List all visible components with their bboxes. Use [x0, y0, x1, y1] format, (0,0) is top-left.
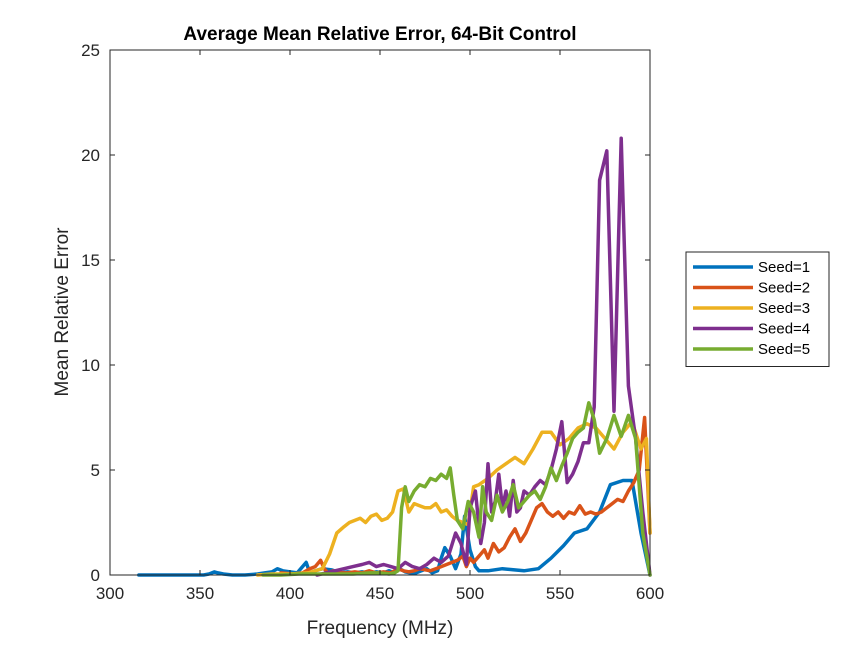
axes-layer: 300 350 400 450 500 550 600 0 5 10 15 20 25	[81, 41, 664, 603]
x-tick-label: 450	[366, 584, 394, 603]
legend-label-seed-3: Seed=3	[758, 300, 810, 317]
x-tick-label: 400	[276, 584, 304, 603]
legend-label-seed-2: Seed=2	[758, 280, 810, 297]
y-tick-label: 15	[81, 251, 100, 270]
y-tick-label: 5	[91, 461, 100, 480]
series-line-seed-5	[261, 401, 652, 577]
x-tick-label: 550	[546, 584, 574, 603]
series-line-seed-2	[279, 415, 652, 576]
x-tick-label: 300	[96, 584, 124, 603]
y-tick-label: 0	[91, 566, 100, 585]
y-tick-label: 20	[81, 146, 100, 165]
y-axis-label: Mean Relative Error	[52, 227, 73, 397]
legend-label-seed-1: Seed=1	[758, 259, 810, 276]
plot-area	[110, 50, 650, 575]
legend-label-seed-5: Seed=5	[758, 341, 810, 358]
y-tick-label: 25	[81, 41, 100, 60]
plot-background	[110, 50, 650, 575]
legend: Seed=1 Seed=2 Seed=3 Seed=4 Seed=5	[685, 251, 830, 367]
x-tick-label: 600	[636, 584, 664, 603]
x-tick-label: 500	[456, 584, 484, 603]
series-line-seed-3	[255, 419, 652, 577]
y-tick-label: 10	[81, 356, 100, 375]
series-line-seed-4	[315, 136, 652, 577]
x-axis-label: Frequency (MHz)	[307, 618, 454, 639]
chart-title: Average Mean Relative Error, 64-Bit Cont…	[183, 24, 576, 45]
legend-label-seed-4: Seed=4	[758, 321, 810, 338]
series-layer	[137, 136, 652, 577]
x-tick-label: 350	[186, 584, 214, 603]
